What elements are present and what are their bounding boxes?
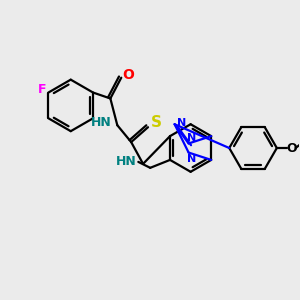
- Text: HN: HN: [116, 155, 136, 168]
- Text: F: F: [38, 83, 47, 96]
- Text: N: N: [187, 133, 196, 142]
- Text: N: N: [187, 154, 196, 164]
- Text: S: S: [150, 115, 161, 130]
- Text: HN: HN: [91, 116, 112, 129]
- Text: O: O: [122, 68, 134, 82]
- Text: O: O: [286, 142, 297, 154]
- Text: N: N: [177, 118, 186, 128]
